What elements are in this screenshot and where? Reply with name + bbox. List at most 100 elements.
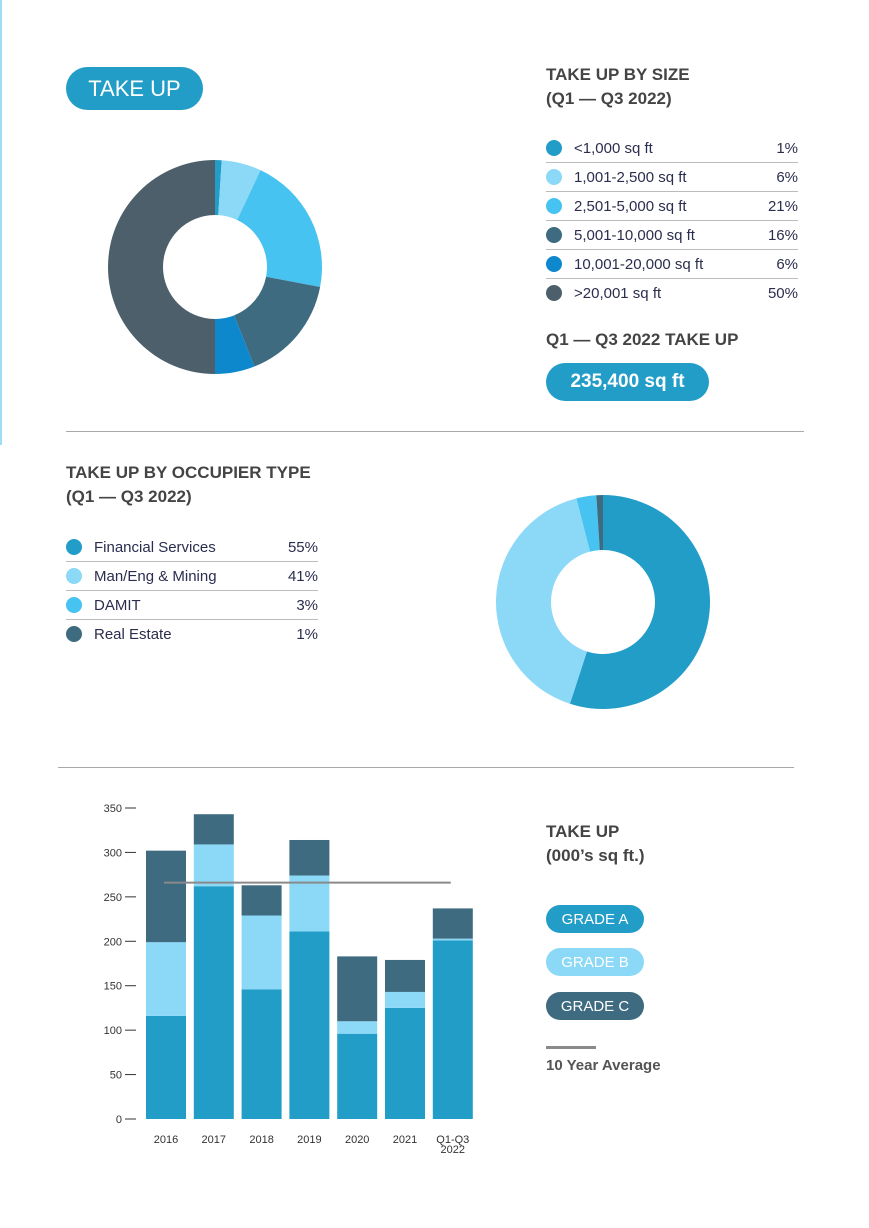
legend-value: 6% [776,255,798,273]
legend-grade-c: GRADE C [546,992,644,1020]
legend-label: DAMIT [94,596,141,614]
y-tick-label: 100 [104,1025,122,1037]
y-tick-label: 50 [110,1070,122,1082]
legend-row: Financial Services 55% [66,533,318,562]
legend-row: 2,501-5,000 sq ft 21% [546,192,798,221]
y-tick-label: 200 [104,936,122,948]
legend-row: 5,001-10,000 sq ft 16% [546,221,798,250]
legend-dot-icon [66,597,82,613]
y-tick-label: 150 [104,981,122,993]
x-tick-label: Q1-Q3 [436,1134,469,1146]
bar-segment-grade-c [241,885,282,916]
bar-segment-grade-c [337,956,378,1022]
occupier-title-line2: (Q1 — Q3 2022) [66,487,192,506]
occupier-slice [569,495,710,709]
size-legend: <1,000 sq ft 1% 1,001-2,500 sq ft 6% 2,501-5… [546,134,798,307]
legend-label: 5,001-10,000 sq ft [574,226,695,244]
legend-value: 1% [776,139,798,157]
legend-row: 10,001-20,000 sq ft 6% [546,250,798,279]
size-slice [108,160,215,374]
legend-value: 50% [767,284,798,302]
bar-segment-grade-a [385,1007,425,1119]
legend-dot-icon [546,169,562,185]
average-legend-swatch [546,1046,596,1049]
y-tick-label: 350 [104,803,122,815]
occupier-slice [495,498,591,704]
size-title: TAKE UP BY SIZE (Q1 — Q3 2022) [546,63,690,111]
bar-segment-grade-b [385,991,425,1008]
legend-label: 2,501-5,000 sq ft [574,197,687,215]
bar-segment-grade-b [146,942,186,1016]
legend-label: >20,001 sq ft [574,284,662,302]
occupier-title-line1: TAKE UP BY OCCUPIER TYPE [66,463,311,482]
legend-label: 10,001-20,000 sq ft [574,255,704,273]
legend-label: Real Estate [94,625,172,643]
bar-segment-grade-a [289,931,330,1119]
average-legend-label: 10 Year Average [546,1057,661,1074]
bar-segment-grade-c [146,850,186,943]
x-tick-label: 2017 [202,1134,226,1146]
bar-segment-grade-c [385,959,425,992]
legend-row: >20,001 sq ft 50% [546,279,798,307]
legend-row: DAMIT 3% [66,591,318,620]
occupier-title: TAKE UP BY OCCUPIER TYPE (Q1 — Q3 2022) [66,461,311,509]
legend-value: 16% [767,226,798,244]
size-slice [215,160,222,216]
legend-dot-icon [66,539,82,555]
size-slice [234,276,321,367]
legend-value: 6% [776,168,798,186]
bar-segment-grade-b [193,844,234,887]
legend-value: 41% [287,567,318,585]
size-slice [237,170,322,288]
size-title-line1: TAKE UP BY SIZE [546,65,690,84]
bar-segment-grade-b [337,1021,378,1034]
legend-value: 21% [767,197,798,215]
legend-row: Man/Eng & Mining 41% [66,562,318,591]
take-up-header-badge: TAKE UP [66,67,203,110]
bar-segment-grade-a [337,1033,378,1119]
legend-label: Financial Services [94,538,216,556]
edge-line [0,0,2,445]
x-tick-label: 2020 [345,1134,369,1146]
occupier-slice [596,495,603,551]
bar-segment-grade-a [146,1015,186,1119]
legend-label: Man/Eng & Mining [94,567,217,585]
bar-segment-grade-a [193,886,234,1119]
y-tick-label: 0 [116,1114,122,1126]
divider [66,431,804,432]
legend-dot-icon [66,626,82,642]
y-tick-label: 250 [104,892,122,904]
legend-dot-icon [66,568,82,584]
legend-label: 1,001-2,500 sq ft [574,168,687,186]
bar-segment-grade-a [241,989,282,1119]
size-title-line2: (Q1 — Q3 2022) [546,89,672,108]
bar-title-line2: (000’s sq ft.) [546,846,645,865]
legend-label: <1,000 sq ft [574,139,653,157]
occupier-donut-chart [495,495,710,709]
legend-dot-icon [546,227,562,243]
divider [58,767,794,768]
x-tick-label: 2016 [154,1134,178,1146]
take-up-bar-chart: 0 50 100 150 200 250 300 350 2016 2017 2018 2019 202… [104,803,473,1156]
legend-row: Real Estate 1% [66,620,318,648]
bar-title-line1: TAKE UP [546,822,620,841]
total-title: Q1 — Q3 2022 TAKE UP [546,330,739,349]
legend-grade-a: GRADE A [546,905,644,933]
total-value-badge: 235,400 sq ft [546,363,709,401]
legend-value: 55% [287,538,318,556]
legend-dot-icon [546,140,562,156]
x-tick-label: 2021 [393,1134,417,1146]
bar-title: TAKE UP (000’s sq ft.) [546,820,645,868]
legend-value: 3% [296,596,318,614]
legend-value: 1% [296,625,318,643]
bar-segment-grade-b [289,875,330,932]
size-slice [218,160,261,220]
legend-dot-icon [546,256,562,272]
y-tick-label: 300 [104,847,122,859]
x-tick-label: 2019 [297,1134,321,1146]
legend-row: 1,001-2,500 sq ft 6% [546,163,798,192]
bar-segment-grade-c [193,814,234,845]
bar-segment-grade-c [432,908,473,939]
occupier-slice [576,495,600,552]
